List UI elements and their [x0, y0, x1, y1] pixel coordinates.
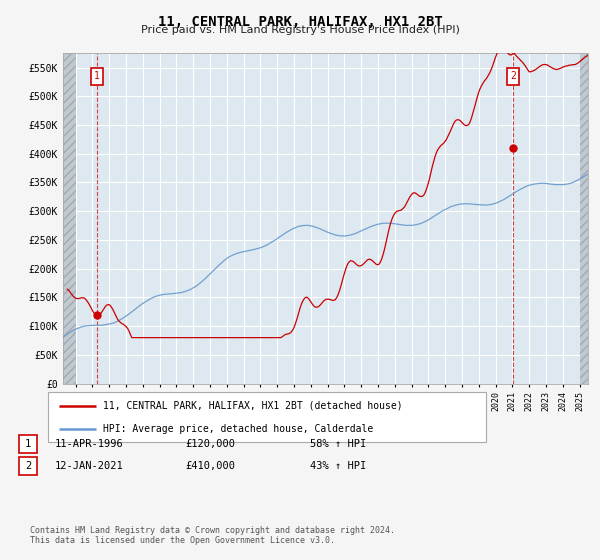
Text: 11, CENTRAL PARK, HALIFAX, HX1 2BT: 11, CENTRAL PARK, HALIFAX, HX1 2BT [158, 15, 442, 29]
Text: HPI: Average price, detached house, Calderdale: HPI: Average price, detached house, Cald… [103, 424, 373, 434]
Text: £410,000: £410,000 [185, 461, 235, 471]
Text: 12-JAN-2021: 12-JAN-2021 [55, 461, 124, 471]
Text: 58% ↑ HPI: 58% ↑ HPI [310, 439, 366, 449]
Text: 1: 1 [25, 439, 31, 449]
FancyBboxPatch shape [19, 457, 37, 475]
Text: 2: 2 [510, 71, 516, 81]
FancyBboxPatch shape [19, 435, 37, 453]
Text: Price paid vs. HM Land Registry's House Price Index (HPI): Price paid vs. HM Land Registry's House … [140, 25, 460, 35]
Text: 2: 2 [25, 461, 31, 471]
FancyBboxPatch shape [48, 392, 486, 442]
Text: 43% ↑ HPI: 43% ↑ HPI [310, 461, 366, 471]
Text: Contains HM Land Registry data © Crown copyright and database right 2024.
This d: Contains HM Land Registry data © Crown c… [30, 526, 395, 545]
Text: £120,000: £120,000 [185, 439, 235, 449]
Text: 1: 1 [94, 71, 100, 81]
Text: 11-APR-1996: 11-APR-1996 [55, 439, 124, 449]
Text: 11, CENTRAL PARK, HALIFAX, HX1 2BT (detached house): 11, CENTRAL PARK, HALIFAX, HX1 2BT (deta… [103, 400, 403, 410]
